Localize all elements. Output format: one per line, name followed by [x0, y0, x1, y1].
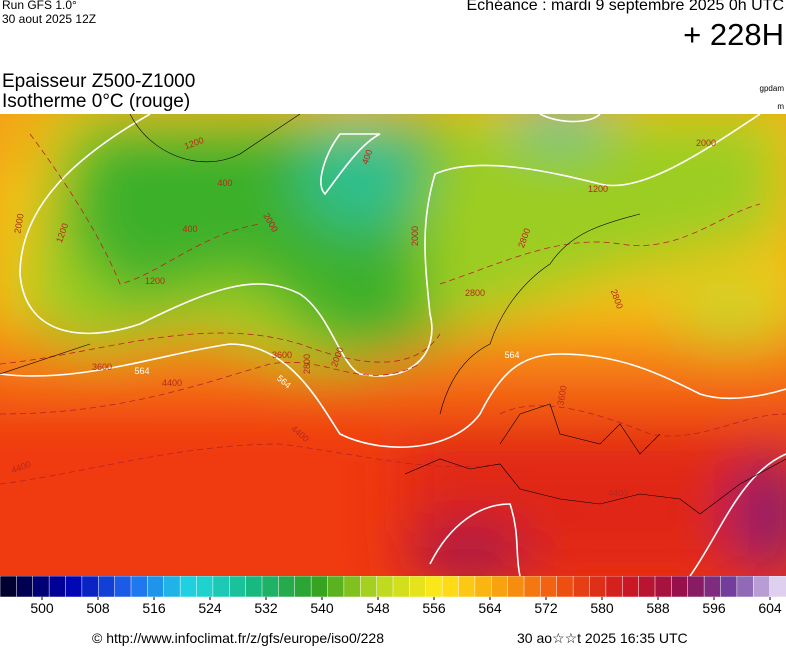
contour-label: 3600 — [555, 385, 568, 406]
colorbar-swatch — [392, 576, 411, 598]
contour-label: 400 — [217, 178, 232, 188]
colorbar: 500 508 516 524 532 540 548 556 564 572 580 588 596 6… — [0, 576, 786, 616]
contour-label: 3600 — [272, 350, 292, 360]
colorbar-tick-label: 532 — [254, 600, 278, 616]
colorbar-swatch — [114, 576, 132, 598]
colorbar-swatch — [294, 576, 312, 598]
colorbar-swatch — [474, 576, 492, 598]
title-line2: Isotherme 0°C (rouge) — [2, 91, 191, 112]
colorbar-swatch — [360, 576, 378, 598]
colorbar-swatch — [130, 576, 149, 598]
title-line1: Epaisseur Z500-Z1000 — [2, 71, 196, 92]
colorbar-swatch — [343, 576, 361, 598]
valid-time: Echéance : mardi 9 septembre 2025 0h UTC — [466, 0, 785, 14]
contour-label: 2000 — [12, 213, 25, 234]
colorbar-swatch — [523, 576, 542, 598]
lead-time: + 228H — [683, 17, 784, 52]
contour-label: 1200 — [145, 276, 165, 286]
colorbar-swatch — [572, 576, 591, 598]
contour-label: 3600 — [92, 362, 112, 372]
contour-label: 4400 — [162, 378, 182, 388]
colorbar-swatch — [409, 576, 427, 598]
colorbar-tick-label: 572 — [534, 600, 558, 616]
colorbar-swatch — [196, 576, 214, 598]
colorbar-tick-label: 548 — [366, 600, 390, 616]
colorbar-swatch — [179, 576, 198, 598]
colorbar-swatch — [720, 576, 738, 598]
colorbar-swatch — [147, 576, 165, 598]
colorbar-swatch — [736, 576, 754, 598]
colorbar-swatch — [245, 576, 263, 598]
colorbar-swatch — [458, 576, 476, 598]
colorbar-swatch — [0, 576, 18, 598]
colorbar-swatch — [671, 576, 689, 598]
colorbar-swatch — [638, 576, 656, 598]
colorbar-tick-label: 564 — [478, 600, 502, 616]
contour-label: 4400 — [608, 488, 628, 498]
colorbar-tick-label: 540 — [310, 600, 334, 616]
colorbar-swatch — [425, 576, 443, 598]
colorbar-tick-label: 596 — [702, 600, 726, 616]
contour-label: 564 — [504, 350, 519, 360]
colorbar-tick-label: 556 — [422, 600, 446, 616]
colorbar-swatch — [556, 576, 574, 598]
colorbar-swatch — [605, 576, 623, 598]
contour-label: 1200 — [588, 184, 608, 194]
colorbar-swatch — [163, 576, 181, 598]
colorbar-tick-label: 508 — [86, 600, 110, 616]
unit-thickness: gpdam — [759, 84, 784, 93]
colorbar-swatch — [622, 576, 640, 598]
colorbar-tick-label: 604 — [758, 600, 782, 616]
run: Run GFS 1.0° — [2, 0, 77, 12]
colorbar-swatch — [491, 576, 509, 598]
colorbar-swatch — [98, 576, 116, 598]
colorbar-swatch — [212, 576, 230, 598]
colorbar-swatch — [48, 576, 67, 598]
colorbar-swatch — [540, 576, 558, 598]
colorbar-swatch — [376, 576, 394, 598]
colorbar-tick-label: 524 — [198, 600, 222, 616]
contour-label: 2800 — [302, 354, 312, 374]
colorbar-swatch — [654, 576, 673, 598]
colorbar-swatch — [310, 576, 329, 598]
colorbar-swatch — [703, 576, 722, 598]
colorbar-swatch — [507, 576, 525, 598]
colorbar-swatch — [441, 576, 460, 598]
colorbar-swatch — [327, 576, 345, 598]
unit-isotherm: m — [777, 102, 784, 111]
colorbar-swatch — [769, 576, 786, 598]
colorbar-tick-label: 516 — [142, 600, 166, 616]
colorbar-swatch — [687, 576, 705, 598]
contour-label: 400 — [360, 148, 375, 166]
colorbar-tick-label: 588 — [646, 600, 670, 616]
colorbar-tick-label: 500 — [30, 600, 54, 616]
generated: 30 ao☆☆t 2025 16:35 UTC — [517, 630, 688, 646]
colorbar-swatch — [65, 576, 83, 598]
contour-label: 2000 — [410, 226, 420, 246]
colorbar-swatch — [589, 576, 607, 598]
colorbar-swatch — [32, 576, 50, 598]
colorbar-swatch — [16, 576, 34, 598]
contour-label: 564 — [134, 366, 149, 376]
colorbar-swatch — [229, 576, 247, 598]
contour-label: 400 — [182, 224, 197, 234]
source: © http://www.infoclimat.fr/z/gfs/europe/… — [92, 630, 385, 646]
colorbar-swatch — [278, 576, 296, 598]
colorbar-swatch — [261, 576, 280, 598]
contour-label: 2000 — [696, 138, 716, 148]
colorbar-tick-label: 580 — [590, 600, 614, 616]
contour-label: 2800 — [465, 288, 485, 298]
colorbar-swatch — [753, 576, 771, 598]
run-date: 30 aout 2025 12Z — [2, 12, 97, 26]
colorbar-swatch — [81, 576, 99, 598]
